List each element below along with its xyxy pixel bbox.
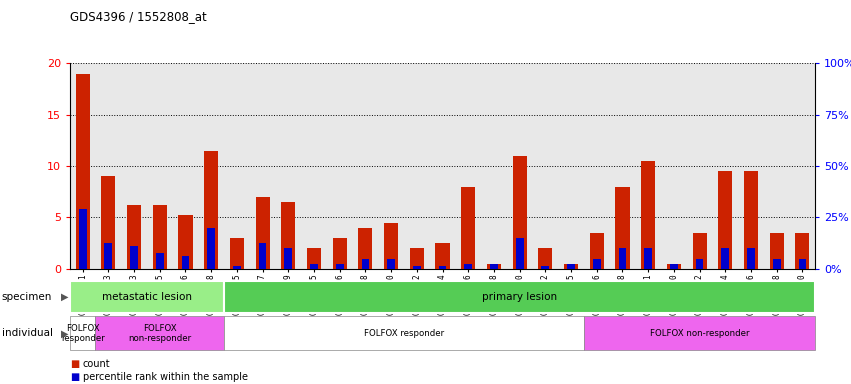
Bar — [284, 248, 292, 269]
Bar — [307, 248, 321, 269]
Bar — [156, 253, 163, 269]
Bar — [310, 264, 318, 269]
Bar — [590, 233, 604, 269]
Bar — [718, 171, 733, 269]
Text: individual: individual — [2, 328, 53, 338]
Text: FOLFOX responder: FOLFOX responder — [364, 329, 444, 338]
Bar — [152, 205, 167, 269]
Bar — [744, 171, 758, 269]
Bar — [333, 238, 346, 269]
Text: ■: ■ — [70, 359, 79, 369]
Bar — [641, 161, 655, 269]
Bar — [461, 187, 476, 269]
Bar — [204, 151, 218, 269]
Bar — [336, 264, 344, 269]
Bar — [181, 257, 189, 269]
Text: ▶: ▶ — [60, 292, 68, 302]
Bar — [796, 233, 809, 269]
Bar — [259, 243, 266, 269]
Bar — [567, 264, 575, 269]
Bar — [105, 243, 112, 269]
Bar — [101, 176, 116, 269]
Text: FOLFOX
non-responder: FOLFOX non-responder — [129, 324, 191, 343]
Bar — [70, 281, 224, 313]
Bar — [619, 248, 626, 269]
Bar — [490, 264, 498, 269]
Bar — [179, 215, 192, 269]
Text: metastatic lesion: metastatic lesion — [102, 292, 191, 302]
Bar — [255, 197, 270, 269]
Text: FOLFOX
responder: FOLFOX responder — [60, 324, 105, 343]
Bar — [516, 238, 523, 269]
Bar — [70, 316, 95, 350]
Bar — [769, 233, 784, 269]
Bar — [79, 209, 87, 269]
Bar — [696, 258, 704, 269]
Bar — [747, 248, 755, 269]
Bar — [773, 258, 780, 269]
Bar — [644, 248, 652, 269]
Bar — [409, 248, 424, 269]
Text: GDS4396 / 1552808_at: GDS4396 / 1552808_at — [70, 10, 207, 23]
Bar — [130, 246, 138, 269]
Text: ▶: ▶ — [60, 328, 68, 338]
Text: ■: ■ — [70, 372, 79, 382]
Bar — [358, 228, 373, 269]
Text: primary lesion: primary lesion — [482, 292, 557, 302]
Bar — [362, 258, 369, 269]
Bar — [233, 266, 241, 269]
Bar — [76, 74, 89, 269]
Bar — [281, 202, 295, 269]
Bar — [436, 243, 449, 269]
Bar — [230, 238, 244, 269]
Bar — [127, 205, 141, 269]
Bar — [487, 264, 501, 269]
Bar — [224, 316, 584, 350]
Bar — [387, 258, 395, 269]
Bar — [564, 264, 578, 269]
Bar — [512, 156, 527, 269]
Bar — [95, 316, 224, 350]
Bar — [384, 223, 398, 269]
Bar — [670, 264, 677, 269]
Text: count: count — [83, 359, 110, 369]
Bar — [693, 233, 706, 269]
Bar — [667, 264, 681, 269]
Bar — [798, 258, 806, 269]
Bar — [584, 316, 815, 350]
Text: percentile rank within the sample: percentile rank within the sample — [83, 372, 248, 382]
Bar — [593, 258, 601, 269]
Bar — [438, 266, 447, 269]
Bar — [541, 266, 549, 269]
Bar — [615, 187, 630, 269]
Bar — [224, 281, 815, 313]
Bar — [208, 228, 215, 269]
Bar — [539, 248, 552, 269]
Text: specimen: specimen — [2, 292, 52, 302]
Bar — [465, 264, 472, 269]
Bar — [413, 266, 420, 269]
Text: FOLFOX non-responder: FOLFOX non-responder — [650, 329, 750, 338]
Bar — [722, 248, 729, 269]
